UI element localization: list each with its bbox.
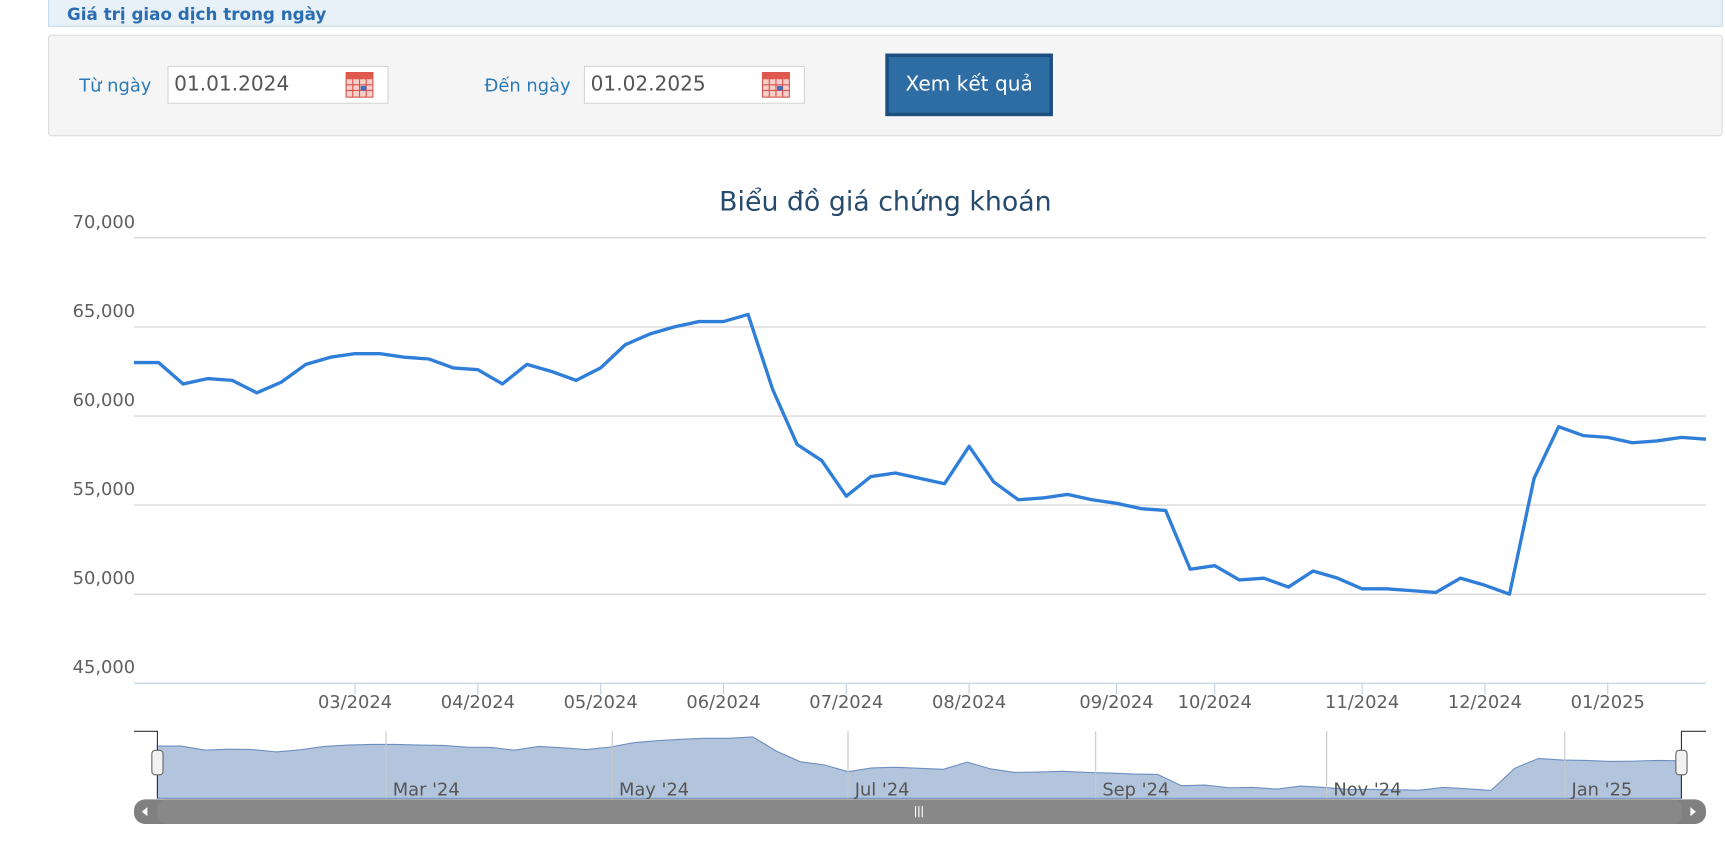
to-input[interactable]: 01.02.2025	[583, 65, 805, 104]
navigator-handle[interactable]	[1675, 749, 1688, 776]
x-tick-label: 04/2024	[441, 692, 515, 713]
scrollbar-grip	[914, 806, 923, 818]
chart: Biểu đồ giá chứng khoán 45,000 50,000 55,0…	[73, 187, 1707, 824]
to-label: Đến ngày	[484, 74, 571, 97]
from-value: 01.01.2024	[174, 72, 290, 97]
y-tick-label: 55,000	[73, 479, 136, 500]
section-header: Giá trị giao dịch trong ngày	[48, 0, 1723, 27]
x-tick-label: 07/2024	[809, 692, 883, 713]
x-tick-label: 12/2024	[1448, 692, 1522, 713]
calendar-icon[interactable]	[345, 71, 374, 98]
navigator-handle[interactable]	[151, 749, 164, 776]
y-tick-label: 45,000	[73, 657, 136, 678]
navigator-label: Nov '24	[1333, 779, 1401, 800]
x-tick-label: 01/2025	[1571, 692, 1645, 713]
calendar-icon[interactable]	[761, 71, 790, 98]
x-tick-label: 11/2024	[1325, 692, 1399, 713]
x-tick-label: 09/2024	[1079, 692, 1153, 713]
navigator-label: Sep '24	[1102, 779, 1169, 800]
y-tick-label: 60,000	[73, 390, 136, 411]
navigator-outline	[133, 730, 1707, 799]
price-line	[133, 312, 1707, 596]
date-form: Từ ngày 01.01.2024 Đến ngày 01.02.2025 X…	[48, 34, 1723, 137]
x-tick-label: 08/2024	[932, 692, 1006, 713]
x-tick-label: 05/2024	[564, 692, 638, 713]
navigator-label: Mar '24	[393, 779, 460, 800]
from-input[interactable]: 01.01.2024	[167, 65, 389, 104]
navigator-label: Jan '25	[1570, 779, 1632, 800]
x-tick-label: 10/2024	[1178, 692, 1252, 713]
y-tick-label: 50,000	[73, 568, 136, 589]
navigator-label: Jul '24	[854, 779, 910, 800]
section-title: Giá trị giao dịch trong ngày	[66, 4, 327, 25]
submit-button[interactable]: Xem kết quả	[885, 53, 1053, 117]
to-value: 01.02.2025	[590, 72, 706, 97]
x-tick-label: 06/2024	[686, 692, 760, 713]
y-tick-label: 65,000	[73, 301, 136, 322]
navigator-area	[156, 736, 1683, 799]
x-tick-label: 03/2024	[318, 692, 392, 713]
chart-title: Biểu đồ giá chứng khoán	[719, 187, 1051, 218]
y-tick-label: 70,000	[73, 212, 136, 233]
from-label: Từ ngày	[79, 74, 152, 97]
navigator-label: May '24	[619, 779, 689, 800]
